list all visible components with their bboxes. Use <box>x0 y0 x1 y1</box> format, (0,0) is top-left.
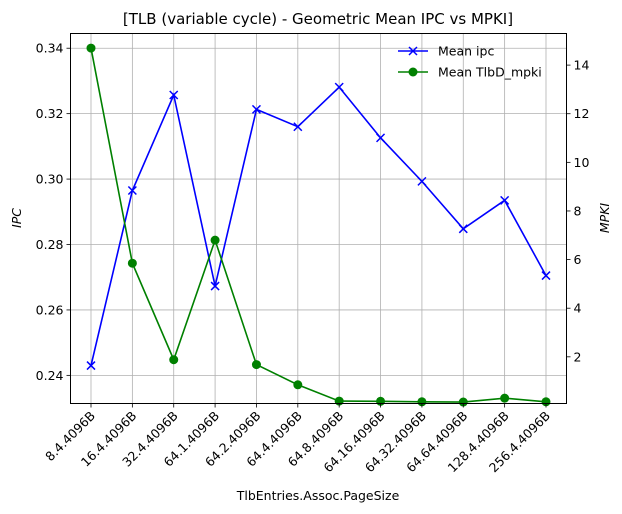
ipc-point <box>417 176 427 186</box>
mpki-point <box>458 397 468 407</box>
y-axis-left-label: IPC <box>9 208 24 228</box>
y-axis-left: 0.24 0.26 0.28 0.30 0.32 0.34 <box>36 41 71 383</box>
series-line-1 <box>90 47 547 403</box>
mpki-point <box>127 258 137 268</box>
y-right-tick-label: 14 <box>574 58 590 73</box>
legend: Mean ipc Mean TlbD_mpki <box>398 44 542 80</box>
y-left-tick-label: 0.28 <box>36 237 64 252</box>
ipc-point <box>541 271 551 281</box>
legend-ipc-marker <box>408 46 418 56</box>
plot-frame <box>70 33 567 404</box>
ipc-point <box>293 122 303 132</box>
y-right-tick-label: 12 <box>574 106 590 121</box>
mpki-point <box>541 397 551 407</box>
mpki-point <box>169 355 179 365</box>
legend-ipc-label: Mean ipc <box>438 44 494 59</box>
y-axis-right: 2 4 6 8 10 12 14 <box>566 58 590 364</box>
x-axis: 8.4.4096B16.4.4096B32.4.4096B64.1.4096B6… <box>42 403 553 475</box>
legend-mpki-marker <box>408 67 418 77</box>
ipc-point <box>210 281 220 291</box>
y-right-tick-label: 8 <box>574 203 582 218</box>
y-left-tick-label: 0.34 <box>36 41 64 56</box>
x-axis-label: TlbEntries.Assoc.PageSize <box>236 488 400 503</box>
y-right-tick-label: 10 <box>574 155 590 170</box>
ipc-point <box>376 133 386 143</box>
chart-title: [TLB (variable cycle) - Geometric Mean I… <box>123 10 513 28</box>
ipc-point <box>334 82 344 92</box>
legend-mpki-label: Mean TlbD_mpki <box>438 65 542 80</box>
y-axis-right-label: MPKI <box>597 203 612 234</box>
mpki-point <box>293 380 303 390</box>
ipc-point <box>251 104 261 114</box>
y-right-tick-label: 6 <box>574 252 582 267</box>
y-right-tick-label: 2 <box>574 349 582 364</box>
ipc-point <box>500 195 510 205</box>
mpki-point <box>210 235 220 245</box>
series-layer <box>86 43 551 407</box>
mpki-point <box>251 360 261 370</box>
ipc-point <box>169 90 179 100</box>
ipc-point <box>127 185 137 196</box>
mpki-point <box>417 397 427 407</box>
y-left-tick-label: 0.30 <box>36 172 64 187</box>
series-line-0 <box>90 85 547 366</box>
y-right-tick-label: 4 <box>574 301 582 316</box>
y-left-tick-label: 0.24 <box>36 368 64 383</box>
ipc-point <box>86 361 96 371</box>
mpki-point <box>86 43 96 53</box>
ipc-point <box>458 224 468 234</box>
mpki-point <box>500 393 510 403</box>
y-left-tick-label: 0.26 <box>36 302 64 317</box>
y-left-tick-label: 0.32 <box>36 106 64 121</box>
grid <box>70 33 567 404</box>
